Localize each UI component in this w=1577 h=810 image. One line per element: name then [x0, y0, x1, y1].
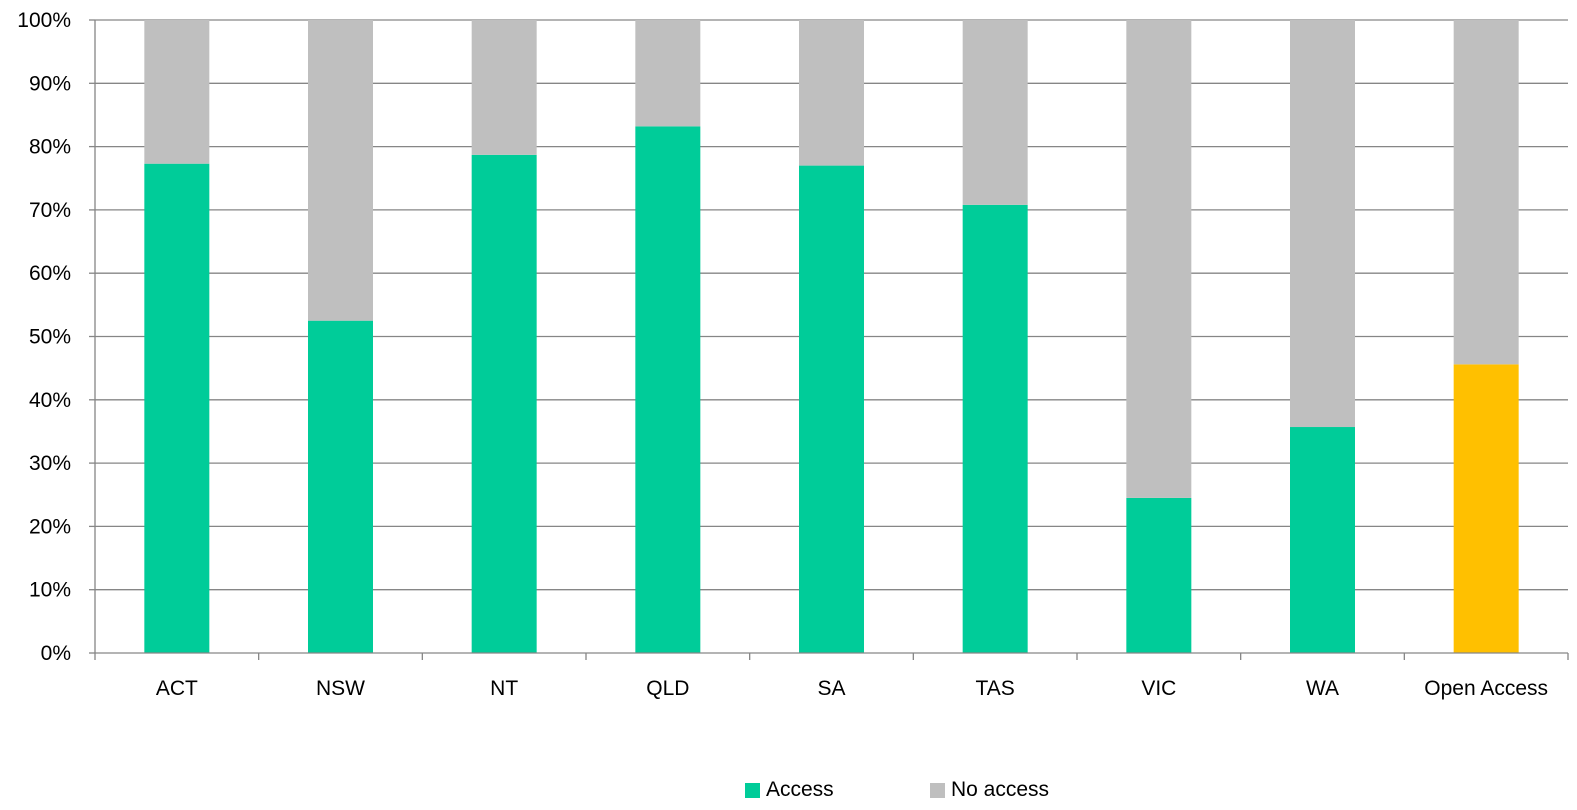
y-tick-label: 30%: [29, 452, 71, 475]
x-tick-label: Open Access: [1424, 677, 1548, 700]
bar-sa-no-access: [799, 20, 864, 166]
x-tick-label: WA: [1306, 677, 1339, 700]
legend-item-access: Access: [745, 778, 834, 802]
bar-qld-access: [635, 126, 701, 654]
bar-open-access-no-access: [1453, 20, 1519, 365]
bars: [144, 20, 1519, 654]
bar-wa-no-access: [1290, 20, 1355, 428]
x-tick-label: TAS: [976, 677, 1015, 700]
y-tick-label: 40%: [29, 389, 71, 412]
x-tick-label: NSW: [316, 677, 365, 700]
y-tick-label: 20%: [29, 515, 71, 538]
bar-tas-no-access: [962, 20, 1028, 205]
x-tick-label: ACT: [156, 677, 198, 700]
y-tick-label: 80%: [29, 136, 71, 159]
legend: Access No access: [0, 778, 1577, 808]
legend-swatch-no-access: [930, 782, 945, 798]
y-tick-label: 70%: [29, 199, 71, 222]
bar-nsw-no-access: [308, 20, 373, 321]
bar-sa-access: [799, 165, 864, 653]
axes: [89, 19, 1569, 660]
bar-vic-no-access: [1126, 20, 1192, 498]
bar-vic-access: [1126, 497, 1192, 653]
y-tick-label: 50%: [29, 326, 71, 349]
legend-label-access: Access: [766, 778, 834, 801]
tick-labels: 0% 10% 20% 30% 40% 50% 60% 70% 80% 90% 100% ACT NSW N…: [17, 9, 1548, 700]
stacked-bar-chart: 0% 10% 20% 30% 40% 50% 60% 70% 80% 90% 100% ACT NSW N…: [17, 9, 1569, 700]
bar-qld-no-access: [635, 20, 701, 127]
y-tick-label: 60%: [29, 262, 71, 285]
bar-nsw-access: [308, 320, 373, 653]
legend-swatch-access: [745, 782, 760, 798]
y-tick-label: 100%: [17, 9, 71, 32]
y-tick-label: 10%: [29, 579, 71, 602]
x-tick-label: VIC: [1141, 677, 1176, 700]
bar-nt-access: [471, 154, 537, 654]
bar-act-no-access: [144, 20, 210, 164]
legend-item-no-access: No access: [930, 778, 1049, 802]
x-tick-label: NT: [490, 677, 518, 700]
y-tick-label: 90%: [29, 72, 71, 95]
bar-nt-no-access: [471, 20, 537, 155]
bar-tas-access: [962, 204, 1028, 653]
x-tick-label: QLD: [646, 677, 689, 700]
x-tick-label: SA: [817, 677, 845, 700]
bar-open-access-access: [1453, 364, 1519, 653]
bar-act-access: [144, 163, 210, 654]
y-tick-label: 0%: [41, 642, 71, 665]
bar-wa-access: [1290, 427, 1355, 653]
legend-label-no-access: No access: [951, 778, 1050, 801]
